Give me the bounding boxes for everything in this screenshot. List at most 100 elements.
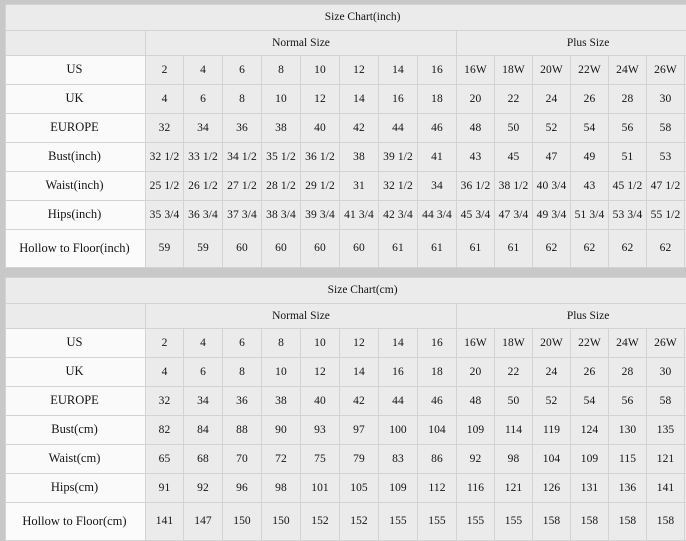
cell-hipscm-1: 92	[184, 474, 223, 503]
cell-us-8: 16W	[457, 56, 495, 85]
cell-hipsinch-7: 44 3/4	[418, 201, 457, 230]
cell-hipscm-4: 101	[301, 474, 340, 503]
cell-bustcm-1: 84	[184, 416, 223, 445]
cell-bustcm-12: 130	[609, 416, 647, 445]
cell-waistcm-11: 109	[571, 445, 609, 474]
group-header-normal-size: Normal Size	[146, 304, 457, 329]
cell-bustinch-7: 41	[418, 143, 457, 172]
cell-hipsinch-6: 42 3/4	[379, 201, 418, 230]
cell-uk-9: 22	[495, 358, 533, 387]
cell-us-11: 22W	[571, 56, 609, 85]
cell-us-2: 6	[223, 56, 262, 85]
cell-hollow-to-floorinch-6: 61	[379, 230, 418, 268]
row-label-hipsinch: Hips(inch)	[6, 201, 146, 230]
cell-us-13: 26W	[647, 56, 685, 85]
row-label-waistinch: Waist(inch)	[6, 172, 146, 201]
cell-hollow-to-floorinch-0: 59	[146, 230, 184, 268]
cell-europe-2: 36	[223, 387, 262, 416]
cell-bustcm-7: 104	[418, 416, 457, 445]
cell-hollow-to-floorinch-13: 62	[647, 230, 685, 268]
row-label-bustinch: Bust(inch)	[6, 143, 146, 172]
cell-hollow-to-floorcm-8: 155	[457, 503, 495, 541]
cell-europe-6: 44	[379, 387, 418, 416]
cell-europe-3: 38	[262, 387, 301, 416]
cell-uk-12: 28	[609, 358, 647, 387]
cell-hollow-to-floorcm-5: 152	[340, 503, 379, 541]
cell-uk-12: 28	[609, 85, 647, 114]
cell-europe-6: 44	[379, 114, 418, 143]
cell-bustcm-2: 88	[223, 416, 262, 445]
cell-hipsinch-13: 55 1/2	[647, 201, 685, 230]
cell-waistinch-2: 27 1/2	[223, 172, 262, 201]
cell-us-13: 26W	[647, 329, 685, 358]
cell-hollow-to-floorcm-0: 141	[146, 503, 184, 541]
cell-hipsinch-4: 39 3/4	[301, 201, 340, 230]
cell-bustinch-3: 35 1/2	[262, 143, 301, 172]
cell-hollow-to-floorcm-9: 155	[495, 503, 533, 541]
row-label-uk: UK	[6, 85, 146, 114]
cell-hollow-to-floorcm-10: 158	[533, 503, 571, 541]
cell-uk-9: 22	[495, 85, 533, 114]
cell-hollow-to-floorinch-11: 62	[571, 230, 609, 268]
row-label-europe: EUROPE	[6, 114, 146, 143]
cell-us-1: 4	[184, 56, 223, 85]
group-header-corner	[6, 31, 146, 56]
cell-uk-0: 4	[146, 85, 184, 114]
cell-us-10: 20W	[533, 56, 571, 85]
cell-uk-10: 24	[533, 85, 571, 114]
cell-hollow-to-floorinch-3: 60	[262, 230, 301, 268]
group-header-corner	[6, 304, 146, 329]
cell-us-2: 6	[223, 329, 262, 358]
cell-europe-10: 52	[533, 114, 571, 143]
cell-hipsinch-2: 37 3/4	[223, 201, 262, 230]
title-row: Size Chart(inch)	[6, 5, 686, 31]
cell-bustcm-4: 93	[301, 416, 340, 445]
cell-uk-6: 16	[379, 358, 418, 387]
cell-us-4: 10	[301, 329, 340, 358]
cell-bustcm-13: 135	[647, 416, 685, 445]
cell-bustcm-6: 100	[379, 416, 418, 445]
cell-hollow-to-floorcm-4: 152	[301, 503, 340, 541]
cell-waistinch-4: 29 1/2	[301, 172, 340, 201]
cell-waistcm-12: 115	[609, 445, 647, 474]
cell-hipscm-12: 136	[609, 474, 647, 503]
cell-us-9: 18W	[495, 329, 533, 358]
cell-uk-7: 18	[418, 358, 457, 387]
cell-hipsinch-12: 53 3/4	[609, 201, 647, 230]
title-row: Size Chart(cm)	[6, 278, 686, 304]
chart-title: Size Chart(cm)	[6, 278, 686, 304]
cell-hipsinch-11: 51 3/4	[571, 201, 609, 230]
cell-bustinch-2: 34 1/2	[223, 143, 262, 172]
cell-hollow-to-floorinch-4: 60	[301, 230, 340, 268]
cell-uk-8: 20	[457, 85, 495, 114]
cell-uk-5: 14	[340, 85, 379, 114]
cell-us-7: 16	[418, 56, 457, 85]
cell-europe-1: 34	[184, 114, 223, 143]
cell-waistinch-13: 47 1/2	[647, 172, 685, 201]
cell-europe-13: 58	[647, 114, 685, 143]
row-label-waistcm: Waist(cm)	[6, 445, 146, 474]
cell-hipsinch-0: 35 3/4	[146, 201, 184, 230]
cell-hollow-to-floorcm-13: 158	[647, 503, 685, 541]
cell-hipscm-13: 141	[647, 474, 685, 503]
cell-waistinch-7: 34	[418, 172, 457, 201]
cell-uk-8: 20	[457, 358, 495, 387]
